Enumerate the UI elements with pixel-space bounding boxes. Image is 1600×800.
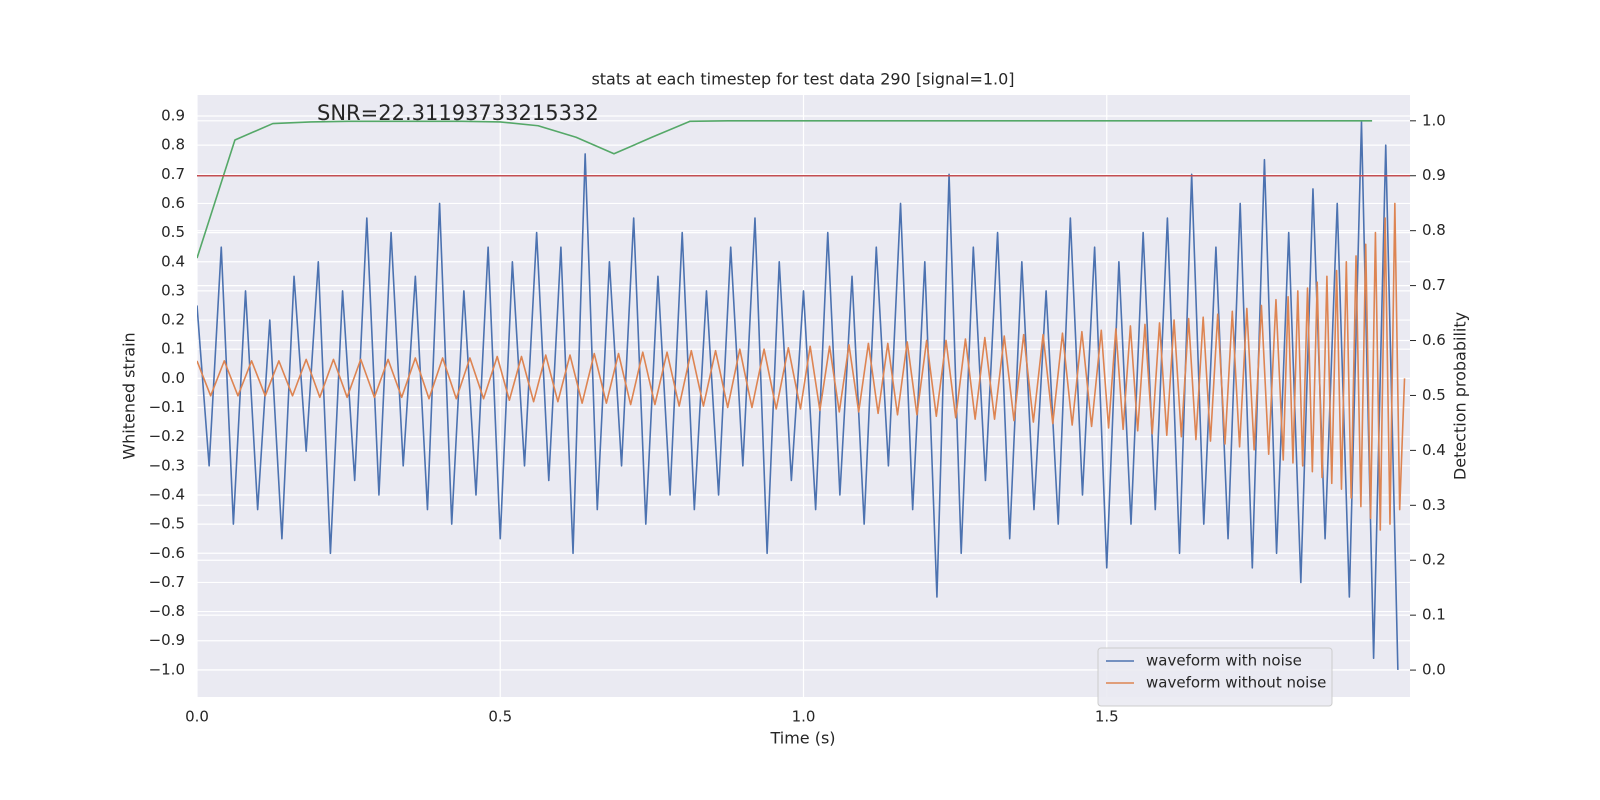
series-line xyxy=(197,120,1373,259)
legend: waveform with noise waveform without nois… xyxy=(1097,647,1333,707)
x-axis-label: Time (s) xyxy=(769,729,835,748)
legend-label: waveform with noise xyxy=(1146,652,1302,670)
x-tick-label: 0.5 xyxy=(488,708,512,726)
y-tick-label: 0.8 xyxy=(161,136,185,154)
y2-tick-label: 0.2 xyxy=(1422,551,1446,569)
y-tick-label: −0.7 xyxy=(149,573,185,591)
y-tick-label: −0.9 xyxy=(149,631,185,649)
y-tick-label: 0.4 xyxy=(161,252,185,270)
y-tick-label: −0.3 xyxy=(149,456,185,474)
legend-label: waveform without noise xyxy=(1146,674,1326,692)
y-tick-label: 0.1 xyxy=(161,340,185,358)
y-tick-label: −0.6 xyxy=(149,544,185,562)
y-tick-label: −0.8 xyxy=(149,602,185,620)
y2-tick-label: 0.0 xyxy=(1422,661,1446,679)
series-line xyxy=(197,121,1399,670)
y-tick-label: −0.4 xyxy=(149,485,185,503)
y2-tick-label: 0.5 xyxy=(1422,386,1446,404)
y2-tick-label: 0.4 xyxy=(1422,441,1446,459)
y-tick-label: 0.5 xyxy=(161,223,185,241)
y-tick-label: −0.5 xyxy=(149,515,185,533)
y-tick-label: 0.2 xyxy=(161,311,185,329)
x-tick-label: 1.5 xyxy=(1095,708,1119,726)
y-tick-label: 0.3 xyxy=(161,281,185,299)
y-tick-label: 0.0 xyxy=(161,369,185,387)
y-tick-label: 0.7 xyxy=(161,165,185,183)
y-tick-label: −0.1 xyxy=(149,398,185,416)
annotation: SNR=22.31193733215332 xyxy=(317,101,599,125)
legend-box xyxy=(1097,647,1333,707)
y-tick-label: 0.6 xyxy=(161,194,185,212)
chart-title: stats at each timestep for test data 290… xyxy=(591,70,1014,89)
y2-tick-label: 0.6 xyxy=(1422,331,1446,349)
y2-tick-label: 1.0 xyxy=(1422,111,1446,129)
y2-tick-label: 0.7 xyxy=(1422,276,1446,294)
x-tick-label: 0.0 xyxy=(185,708,209,726)
x-tick-label: 1.0 xyxy=(792,708,816,726)
y2-tick-label: 0.8 xyxy=(1422,221,1446,239)
y2-axis-label: Detection probability xyxy=(1451,312,1470,480)
y2-tick-label: 0.9 xyxy=(1422,166,1446,184)
y-tick-label: −1.0 xyxy=(149,660,185,678)
series-line xyxy=(197,202,1406,531)
y-tick-label: −0.2 xyxy=(149,427,185,445)
y2-tick-label: 0.3 xyxy=(1422,496,1446,514)
y2-tick-label: 0.1 xyxy=(1422,606,1446,624)
y-tick-label: 0.9 xyxy=(161,106,185,124)
y-axis-label: Whitened strain xyxy=(120,332,139,459)
